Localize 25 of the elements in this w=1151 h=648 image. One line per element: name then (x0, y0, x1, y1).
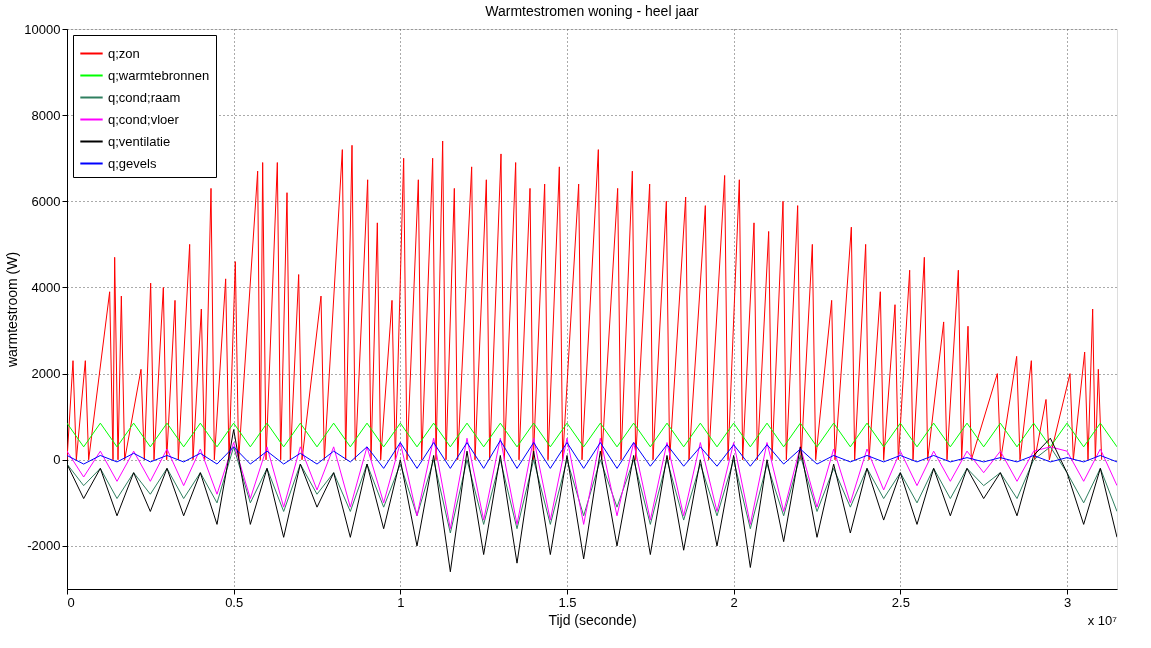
text: x 10⁷ (1087, 613, 1118, 628)
x-tick-label: 1 (397, 594, 405, 610)
y-tick-label: 2000 (31, 366, 61, 382)
y-tick-label: 8000 (31, 107, 61, 123)
y-tick-label: -2000 (27, 538, 61, 554)
line-series (67, 439, 1117, 469)
y-tick-label: 10000 (24, 21, 61, 37)
y-axis-title: warmtestroom (W) (4, 251, 21, 369)
y-tick-label: 0 (53, 452, 61, 468)
legend-label: q;zon (108, 45, 140, 61)
legend-label: q;cond;vloer (108, 111, 180, 127)
legend-label: q;cond;raam (108, 89, 181, 105)
legend-label: q;ventilatie (108, 133, 171, 149)
x-tick-label: 2.5 (891, 594, 910, 610)
y-tick-label: 6000 (31, 193, 61, 209)
y-tick-label: 4000 (31, 279, 61, 295)
legend-label: q;gevels (108, 155, 157, 171)
legend-label: q;warmtebronnen (108, 67, 210, 83)
x-tick-label: 0.5 (225, 594, 244, 610)
x-tick-label: 3 (1063, 594, 1072, 610)
x-tick-label: 0 (67, 594, 75, 610)
x-tick-label: 2 (730, 594, 738, 610)
chart-title: Warmtestromen woning - heel jaar (485, 3, 700, 19)
x-axis-title: Tijd (seconde) (548, 611, 637, 628)
x-tick-label: 1.5 (558, 594, 577, 610)
